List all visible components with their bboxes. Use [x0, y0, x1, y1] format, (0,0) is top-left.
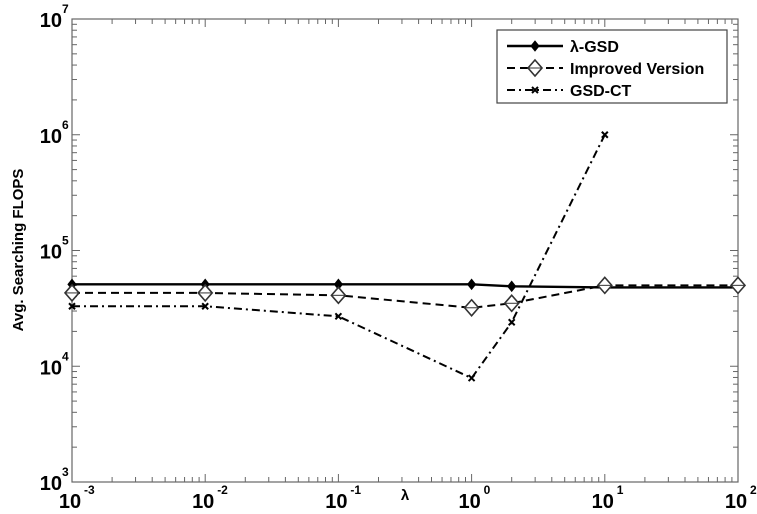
svg-text:-2: -2 [217, 483, 228, 497]
svg-text:10: 10 [592, 491, 614, 513]
svg-text:λ-GSD: λ-GSD [570, 39, 619, 56]
x-tick-label: 10-1 [325, 483, 361, 513]
svg-text:10: 10 [40, 357, 62, 379]
svg-text:2: 2 [750, 483, 757, 497]
x-axis-label: λ [401, 487, 410, 504]
x-marker-icon [507, 318, 516, 326]
svg-text:10: 10 [40, 10, 62, 32]
svg-text:10: 10 [40, 242, 62, 264]
svg-text:1: 1 [617, 483, 624, 497]
y-axis-label: Avg. Searching FLOPS [10, 169, 27, 332]
legend: λ-GSD Improved Version GSD-CT [496, 29, 728, 104]
legend-item: GSD-CT [507, 83, 632, 100]
data-series [63, 131, 747, 382]
series-1 [63, 276, 747, 317]
series-line [72, 284, 738, 309]
y-tick-label: 104 [40, 349, 69, 379]
series-2 [68, 131, 609, 382]
x-tick-label: 10 0 [458, 483, 490, 513]
svg-text:-1: -1 [350, 483, 361, 497]
x-tick-label: 102 [725, 483, 757, 513]
series-line [72, 283, 738, 289]
series-0 [67, 278, 743, 294]
x-marker-icon [531, 86, 539, 94]
x-marker-icon [68, 302, 76, 310]
x-tick-label: 101 [592, 483, 624, 513]
svg-text:7: 7 [62, 2, 69, 16]
svg-text:10: 10 [40, 473, 62, 495]
x-tick-label: 10-2 [192, 483, 228, 513]
svg-text:5: 5 [62, 234, 69, 248]
svg-text:Improved Version: Improved Version [570, 61, 704, 78]
svg-text:10: 10 [192, 491, 214, 513]
legend-item: λ-GSD [507, 39, 619, 56]
x-marker-icon [467, 374, 476, 382]
svg-text:10: 10 [725, 491, 747, 513]
svg-text:GSD-CT: GSD-CT [570, 83, 632, 100]
x-tick-label: 10-3 [59, 483, 95, 513]
svg-text:0: 0 [484, 483, 491, 497]
filled-diamond-marker-icon [530, 40, 540, 52]
svg-text:10: 10 [59, 491, 81, 513]
svg-text:3: 3 [62, 465, 69, 479]
filled-diamond-marker-icon [466, 278, 477, 291]
svg-text:10: 10 [458, 491, 480, 513]
x-marker-icon [334, 312, 343, 321]
y-tick-label: 105 [40, 234, 69, 264]
svg-text:10: 10 [40, 126, 62, 148]
y-tick-label: 106 [40, 118, 69, 148]
legend-item: Improved Version [507, 58, 704, 78]
svg-text:6: 6 [62, 118, 69, 132]
filled-diamond-marker-icon [507, 280, 517, 293]
y-tick-label: 103 [40, 465, 69, 495]
x-marker-icon [601, 131, 609, 139]
y-tick-label: 107 [40, 2, 69, 32]
svg-text:4: 4 [62, 349, 69, 363]
svg-text:10: 10 [325, 491, 347, 513]
series-line [72, 134, 606, 380]
svg-text:-3: -3 [84, 483, 95, 497]
x-marker-icon [201, 302, 209, 310]
